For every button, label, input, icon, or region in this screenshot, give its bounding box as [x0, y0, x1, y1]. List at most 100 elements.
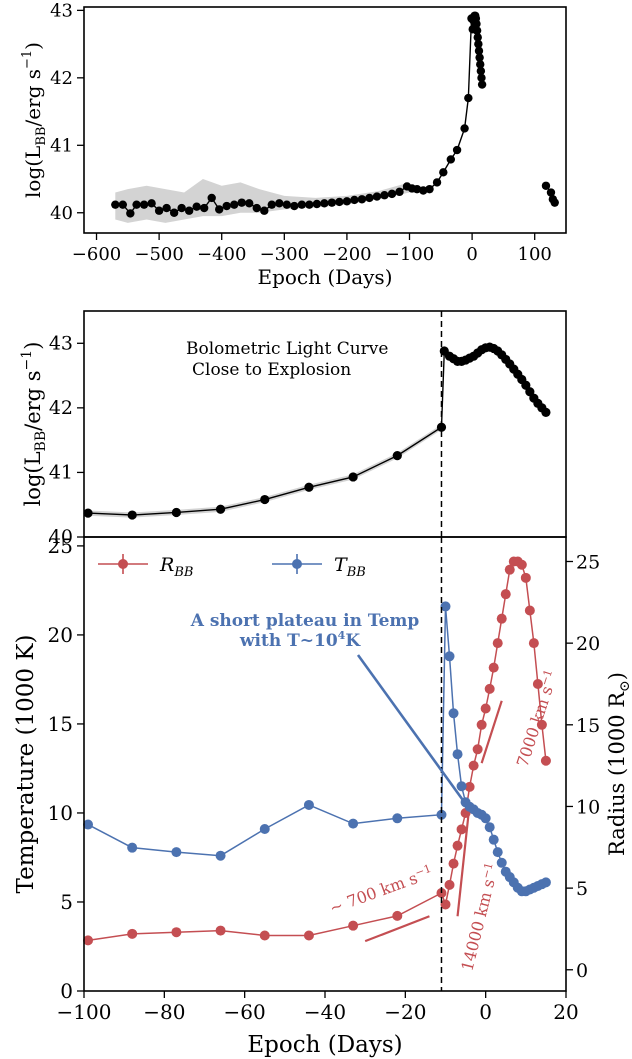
bottom-left-y-tick-label: 0 — [60, 979, 73, 1003]
top-data-point — [425, 184, 434, 194]
top-data-point — [290, 201, 299, 211]
plateau-annotation-line2: with T~104K — [239, 629, 361, 651]
top-data-point — [546, 188, 556, 197]
temperature-points — [83, 601, 551, 897]
top-data-point — [305, 200, 314, 209]
middle-data-point — [83, 508, 93, 518]
top-data-point — [147, 199, 156, 208]
bottom-right-y-tick-label: 10 — [576, 796, 600, 818]
temperature-data-point — [83, 819, 94, 830]
top-x-tick-label: −300 — [260, 244, 309, 265]
bottom-left-y-axis-label: Temperature (1000 K) — [13, 635, 39, 894]
top-x-axis-label: Epoch (Days) — [257, 265, 392, 289]
bottom-left-y-ticks: 0 5 10 15 20 25 — [48, 534, 84, 1003]
bottom-x-tick-label: 20 — [553, 1000, 578, 1024]
middle-y-ticks: 40 41 42 43 — [49, 332, 84, 548]
top-x-tick-label: −200 — [322, 244, 371, 265]
top-luminosity-points — [111, 11, 559, 218]
top-data-point — [550, 198, 559, 207]
middle-y-tick-label: 40 — [49, 526, 73, 548]
top-data-point — [126, 209, 135, 218]
temperature-data-point — [392, 813, 403, 824]
top-data-point — [475, 53, 484, 62]
top-data-point — [237, 198, 246, 207]
top-data-point — [460, 124, 469, 133]
temperature-data-point — [436, 809, 447, 820]
radius-data-point — [127, 928, 138, 939]
middle-data-point — [348, 472, 358, 482]
bottom-x-tick-label: −80 — [143, 1000, 185, 1024]
bottom-right-y-tick-label: 0 — [576, 960, 588, 982]
temperature-data-point — [496, 857, 507, 868]
radius-data-point — [440, 899, 451, 910]
top-data-point — [395, 187, 404, 197]
top-data-point — [350, 195, 359, 205]
top-data-point — [177, 203, 186, 213]
legend: RBB TBB — [98, 554, 366, 580]
plateau-annotation-arrow — [356, 654, 471, 811]
middle-data-point — [215, 504, 226, 514]
middle-data-point — [260, 494, 270, 505]
radius-data-point — [496, 613, 507, 624]
top-data-point — [184, 206, 194, 215]
radius-data-point — [83, 935, 94, 946]
top-data-point — [357, 195, 367, 204]
radius-data-point — [259, 930, 270, 941]
temperature-data-point — [480, 813, 491, 824]
top-data-point — [365, 193, 374, 203]
radius-data-point — [500, 589, 511, 600]
top-data-point — [162, 203, 171, 213]
temperature-data-point — [440, 601, 451, 612]
temperature-data-point — [259, 823, 270, 834]
radius-data-point — [480, 703, 491, 714]
top-data-point — [472, 26, 482, 35]
bottom-right-y-tick-label: 20 — [576, 633, 600, 655]
bottom-x-tick-label: −40 — [304, 1000, 346, 1024]
middle-data-point — [304, 482, 314, 492]
top-y-tick-label: 40 — [50, 203, 73, 224]
top-data-point — [230, 200, 239, 209]
legend-item-temperature: TBB — [272, 554, 366, 580]
radius-data-point — [532, 678, 543, 689]
radius-data-point — [452, 840, 463, 851]
radius-data-point — [448, 858, 459, 869]
middle-data-point — [436, 422, 447, 432]
bottom-x-tick-label: −20 — [384, 1000, 426, 1024]
radius-data-point — [524, 605, 535, 616]
legend-radius-label: RBB — [159, 554, 193, 580]
plateau-annotation-line1: A short plateau in Temp — [190, 611, 420, 631]
velocity-guide-line — [364, 915, 430, 943]
top-data-point — [412, 184, 422, 194]
top-y-axis-label: log(LBB/erg s−1) — [20, 42, 49, 198]
bottom-right-y-tick-label: 5 — [576, 878, 588, 900]
legend-radius-marker — [118, 559, 128, 569]
radius-data-point — [392, 910, 403, 921]
bottom-left-y-tick-label: 10 — [48, 801, 73, 825]
middle-data-point — [392, 451, 402, 461]
top-data-point — [335, 197, 344, 207]
velocity-label-700: ~ 700 km s−1 — [327, 862, 436, 918]
top-data-point — [327, 198, 337, 207]
radius-data-point — [464, 781, 475, 792]
radius-data-point — [536, 719, 547, 730]
radius-data-point — [476, 719, 487, 730]
top-data-point — [320, 199, 329, 208]
bottom-right-y-axis-label: Radius (1000 R⊙) — [605, 672, 632, 856]
top-data-point — [473, 33, 482, 42]
bottom-x-tick-label: −60 — [224, 1000, 266, 1024]
middle-annotation-line1: Bolometric Light Curve — [186, 339, 388, 359]
radius-data-point — [444, 879, 455, 890]
bottom-panel: −100 −80 −60 −40 −20 0 20 0 5 10 15 20 25 0 5 10 15 20 2… — [13, 534, 632, 1058]
top-x-tick-label: −400 — [197, 244, 246, 265]
bottom-right-y-tick-label: 25 — [576, 551, 600, 573]
top-data-point — [297, 200, 307, 209]
velocity-guide-line — [480, 700, 503, 764]
velocity-label-14000: 14000 km s−1 — [456, 861, 502, 973]
top-data-point — [199, 203, 209, 213]
top-x-ticks: −600 −500 −400 −300 −200 −100 0 100 — [72, 233, 552, 265]
top-data-point — [474, 39, 483, 49]
middle-luminosity-points — [83, 342, 551, 520]
top-data-point — [267, 200, 276, 209]
velocity-guide-lines — [364, 700, 503, 943]
